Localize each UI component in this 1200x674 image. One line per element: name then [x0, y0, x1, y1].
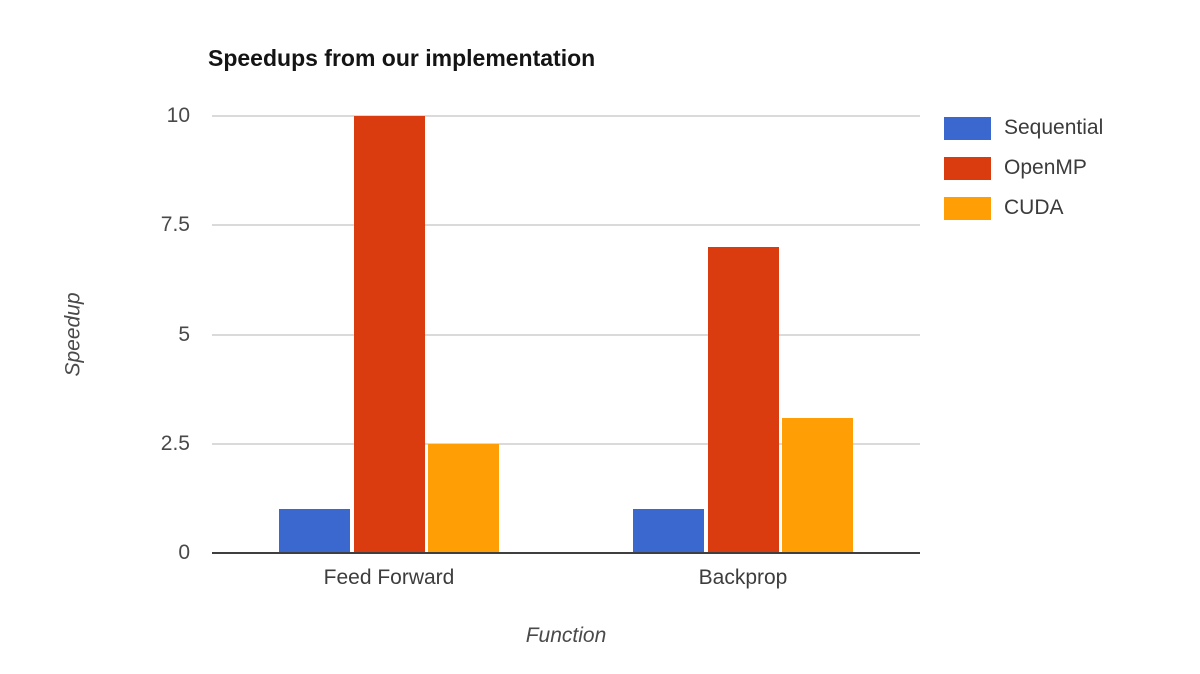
gridline-5 — [212, 333, 920, 336]
x-axis-category-labels: Feed Forward Backprop — [212, 566, 920, 594]
chart-title: Speedups from our implementation — [208, 45, 596, 71]
x-axis-title: Function — [525, 624, 607, 647]
bar-cuda-feed-forward — [428, 443, 499, 553]
cuda-legend-swatch — [944, 196, 991, 220]
bar-openmp-backprop — [707, 247, 779, 553]
legend-item-sequential: Sequential — [944, 116, 1103, 140]
gridline-7.5 — [212, 224, 920, 227]
legend-item-cuda: CUDA — [944, 196, 1103, 220]
plot-area — [212, 115, 920, 554]
x-category-label-backprop: Backprop — [698, 566, 788, 589]
bar-cuda-backprop — [782, 417, 853, 553]
legend: Sequential OpenMP CUDA — [944, 116, 1103, 236]
y-tick-label-0: 0 — [178, 541, 190, 564]
y-tick-label-10: 10 — [166, 104, 190, 127]
bar-openmp-feed-forward — [353, 116, 425, 553]
gridline-2.5 — [212, 442, 920, 445]
x-axis-baseline — [212, 552, 920, 554]
x-category-label-feed-forward: Feed Forward — [323, 566, 455, 589]
sequential-legend-swatch — [944, 116, 991, 140]
openmp-legend-swatch — [944, 156, 991, 180]
y-tick-label-5: 5 — [178, 322, 190, 346]
bar-sequential-feed-forward — [279, 509, 350, 553]
legend-label-sequential: Sequential — [1004, 116, 1104, 139]
y-tick-label-2.5: 2.5 — [160, 431, 190, 455]
bar-sequential-backprop — [633, 509, 704, 553]
legend-label-cuda: CUDA — [1004, 196, 1064, 219]
y-axis-tick-labels: 0 2.5 5 7.5 10 — [108, 104, 190, 564]
y-tick-label-7.5: 7.5 — [160, 213, 190, 237]
gridline-10 — [212, 115, 920, 117]
y-axis-title: Speedup — [61, 292, 85, 377]
legend-item-openmp: OpenMP — [944, 156, 1103, 180]
legend-label-openmp: OpenMP — [1004, 156, 1087, 179]
